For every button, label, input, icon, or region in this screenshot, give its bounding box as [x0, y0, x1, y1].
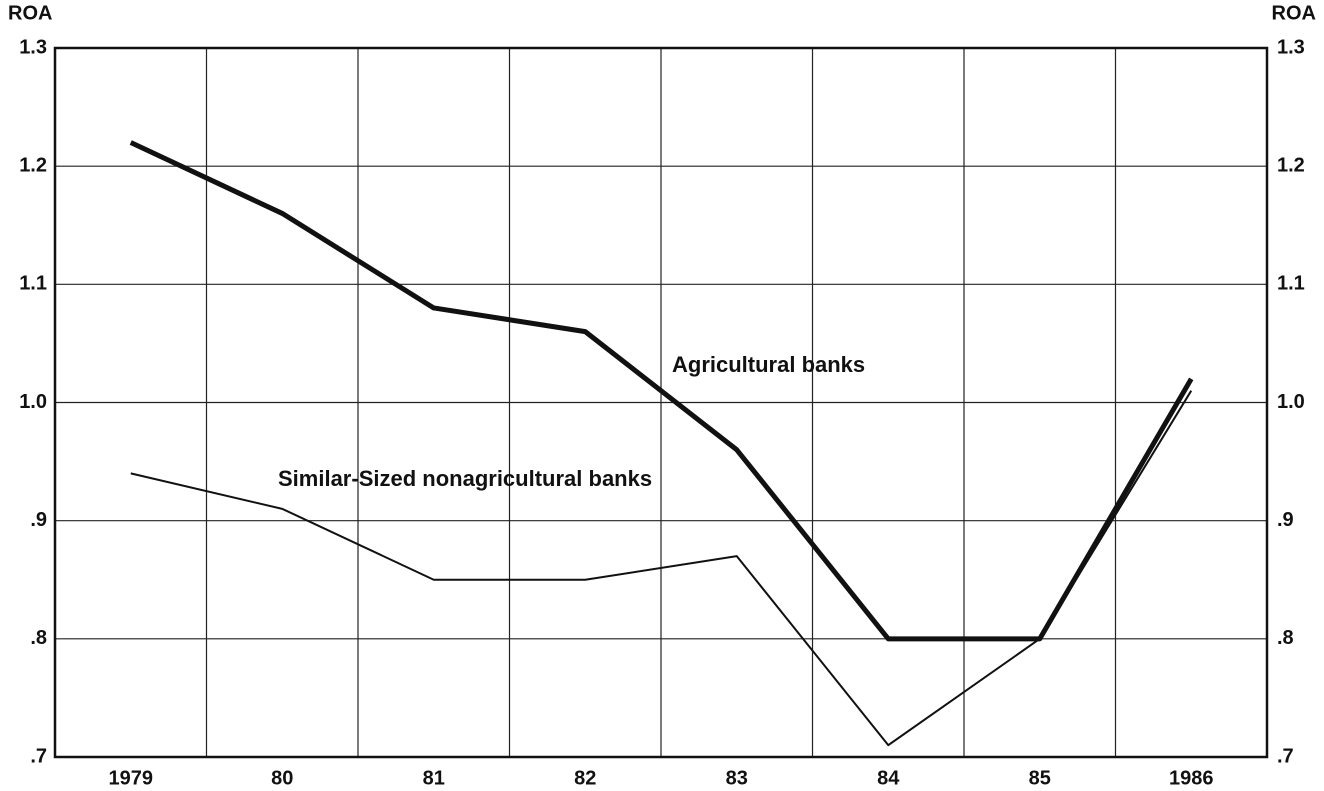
x-tick-label: 82 [574, 767, 596, 789]
y-axis-label-right: ROA [1272, 2, 1316, 24]
x-tick-label: 81 [423, 767, 445, 789]
x-tick-label: 85 [1029, 767, 1051, 789]
x-tick-label: 83 [726, 767, 748, 789]
x-tick-label: 84 [877, 767, 900, 789]
y-tick-label-right: .9 [1277, 509, 1294, 531]
y-tick-label-right: 1.0 [1277, 391, 1305, 413]
x-tick-label: 1979 [109, 767, 154, 789]
y-tick-label: 1.3 [19, 36, 47, 58]
y-tick-label-right: 1.1 [1277, 273, 1305, 295]
series-label: Similar-Sized nonagricultural banks [278, 466, 652, 491]
x-tick-label: 80 [271, 767, 293, 789]
y-tick-label-right: .7 [1277, 745, 1294, 767]
y-tick-label: 1.1 [19, 273, 47, 295]
y-tick-label: 1.0 [19, 391, 47, 413]
series-line [130, 390, 1193, 747]
y-tick-label: .7 [30, 745, 47, 767]
series-line [129, 140, 1194, 642]
y-tick-label-right: 1.3 [1277, 36, 1305, 58]
y-tick-label-right: 1.2 [1277, 154, 1305, 176]
plot-frame [53, 46, 1269, 759]
series-label: Agricultural banks [672, 352, 865, 377]
y-axis-label-left: ROA [8, 2, 52, 24]
y-tick-label-right: .8 [1277, 627, 1294, 649]
x-tick-label: 1986 [1169, 767, 1214, 789]
y-tick-label: .9 [30, 509, 47, 531]
y-tick-label: 1.2 [19, 154, 47, 176]
y-tick-label: .8 [30, 627, 47, 649]
